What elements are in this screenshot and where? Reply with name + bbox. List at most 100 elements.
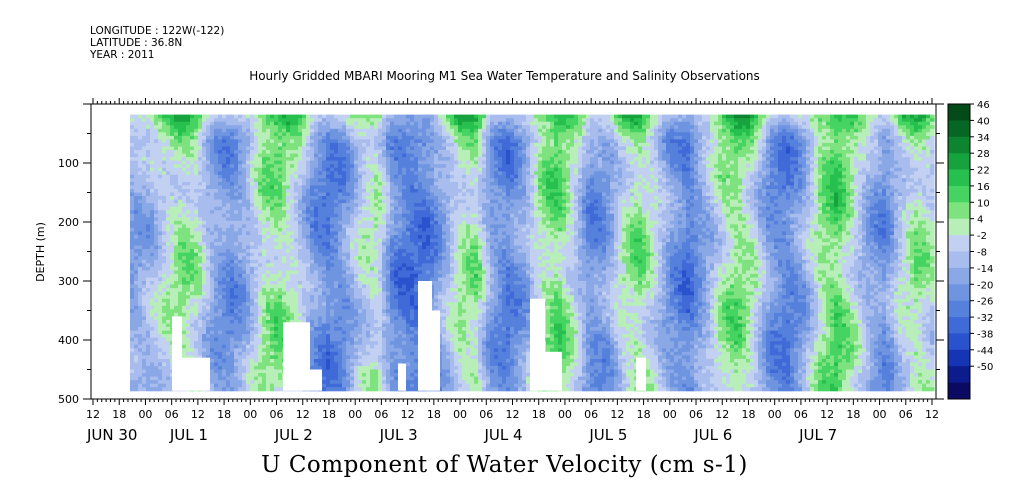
heat-cell [226, 231, 231, 236]
heat-cell [190, 185, 195, 190]
heat-cell [358, 344, 363, 349]
heat-cell [226, 327, 231, 332]
heat-cell [294, 245, 299, 250]
heat-cell [314, 348, 319, 353]
heat-cell [374, 245, 379, 250]
heat-cell [262, 252, 267, 257]
heat-cell [310, 196, 315, 201]
heat-cell [230, 206, 235, 211]
heat-cell [194, 341, 199, 346]
heat-cell [194, 319, 199, 324]
heat-cell [158, 181, 163, 186]
heat-cell [134, 366, 139, 371]
heat-cell [154, 341, 159, 346]
heat-cell [202, 189, 207, 194]
heat-cell [202, 217, 207, 222]
heat-cell [194, 142, 199, 147]
heat-cell [278, 171, 283, 176]
heat-cell [242, 348, 247, 353]
heat-cell [214, 295, 219, 300]
heat-cell [370, 337, 375, 342]
heat-cell [142, 181, 147, 186]
heat-cell [366, 266, 371, 271]
heat-cell [214, 380, 219, 385]
heat-cell [166, 206, 171, 211]
heat-cell [170, 174, 175, 179]
heat-cell [266, 380, 271, 385]
heat-cell [322, 323, 327, 328]
heat-cell [174, 256, 179, 261]
heat-cell [154, 210, 159, 215]
heat-cell [166, 373, 171, 378]
heat-cell [358, 305, 363, 310]
heat-cell [338, 224, 343, 229]
heat-cell [186, 273, 191, 278]
heat-cell [162, 270, 167, 275]
heat-cell [314, 217, 319, 222]
heat-cell [258, 327, 263, 332]
heat-cell [330, 358, 335, 363]
heat-cell [282, 266, 287, 271]
heat-cell [298, 242, 303, 247]
heat-cell [210, 171, 215, 176]
heat-cell [178, 281, 183, 286]
heat-cell [182, 330, 187, 335]
heat-cell [202, 160, 207, 165]
heat-cell [202, 142, 207, 147]
heat-cell [286, 146, 291, 151]
heat-cell [158, 150, 163, 155]
heat-cell [270, 135, 275, 140]
heat-cell [226, 302, 231, 307]
heat-cell [198, 323, 203, 328]
heat-cell [314, 323, 319, 328]
heat-cell [206, 160, 211, 165]
heat-cell [386, 114, 391, 119]
heat-cell [362, 330, 367, 335]
heat-cell [282, 139, 287, 144]
heat-cell [258, 373, 263, 378]
heat-cell [314, 330, 319, 335]
heat-cell [194, 196, 199, 201]
heat-cell [334, 383, 339, 388]
heat-cell [322, 383, 327, 388]
heat-cell [322, 121, 327, 126]
heat-cell [218, 189, 223, 194]
heat-cell [214, 121, 219, 126]
heat-cell [326, 238, 331, 243]
heat-cell [210, 355, 215, 360]
heat-cell [190, 213, 195, 218]
heat-cell [242, 238, 247, 243]
heat-cell [262, 125, 267, 130]
heat-cell [274, 235, 279, 240]
heat-cell [218, 266, 223, 271]
heat-cell [134, 309, 139, 314]
heat-cell [206, 146, 211, 151]
heat-cell [326, 157, 331, 162]
heat-cell [382, 196, 387, 201]
heat-cell [238, 192, 243, 197]
heat-cell [226, 181, 231, 186]
heat-cell [338, 238, 343, 243]
heat-cell [298, 291, 303, 296]
heat-cell [146, 142, 151, 147]
heat-cell [362, 206, 367, 211]
heat-cell [142, 217, 147, 222]
heat-cell [170, 114, 175, 119]
heat-cell [382, 150, 387, 155]
heat-cell [358, 125, 363, 130]
heat-cell [182, 206, 187, 211]
heat-cell [238, 171, 243, 176]
heat-cell [366, 171, 371, 176]
heat-cell [194, 185, 199, 190]
heat-cell [190, 284, 195, 289]
heat-cell [250, 348, 255, 353]
heat-cell [218, 164, 223, 169]
heat-cell [234, 181, 239, 186]
heat-cell [314, 312, 319, 317]
heat-cell [282, 277, 287, 282]
heat-cell [326, 327, 331, 332]
heat-cell [374, 323, 379, 328]
heat-cell [158, 189, 163, 194]
heat-cell [262, 231, 267, 236]
heat-cell [130, 238, 135, 243]
